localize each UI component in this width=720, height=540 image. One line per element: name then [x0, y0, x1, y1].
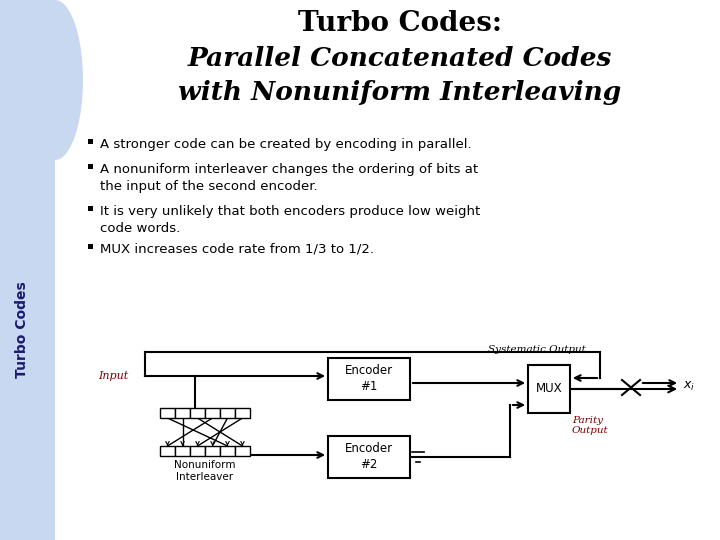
Bar: [0, 0, 55, 540]
Text: Encoder: Encoder: [345, 364, 393, 377]
Text: It is very unlikely that both encoders produce low weight
code words.: It is very unlikely that both encoders p…: [100, 205, 480, 235]
Bar: [190, 408, 205, 418]
Text: Encoder: Encoder: [345, 442, 393, 456]
Bar: [88, 139, 93, 144]
Text: #1: #1: [360, 380, 378, 393]
Bar: [220, 446, 235, 456]
Bar: [160, 408, 175, 418]
Text: Nonuniform
Interleaver: Nonuniform Interleaver: [174, 460, 235, 482]
Bar: [205, 446, 220, 456]
Bar: [88, 206, 93, 211]
Bar: [88, 164, 93, 169]
Text: MUX: MUX: [536, 382, 562, 395]
Bar: [328, 436, 410, 478]
Text: Systematic Output: Systematic Output: [488, 345, 586, 354]
Polygon shape: [55, 0, 83, 160]
Text: A nonuniform interleaver changes the ordering of bits at
the input of the second: A nonuniform interleaver changes the ord…: [100, 163, 478, 193]
Text: Turbo Codes: Turbo Codes: [15, 282, 29, 379]
Bar: [190, 446, 205, 456]
Text: Parity
Output: Parity Output: [572, 416, 608, 435]
Text: MUX increases code rate from 1/3 to 1/2.: MUX increases code rate from 1/3 to 1/2.: [100, 243, 374, 256]
Bar: [235, 446, 250, 456]
Text: Turbo Codes:: Turbo Codes:: [298, 10, 502, 37]
Bar: [175, 408, 190, 418]
Text: A stronger code can be created by encoding in parallel.: A stronger code can be created by encodi…: [100, 138, 472, 151]
Text: #2: #2: [360, 457, 378, 470]
Bar: [328, 358, 410, 400]
Bar: [220, 408, 235, 418]
Text: Parallel Concatenated Codes: Parallel Concatenated Codes: [188, 46, 612, 71]
Bar: [0, 0, 55, 540]
Bar: [175, 446, 190, 456]
Bar: [528, 365, 570, 413]
Text: Input: Input: [98, 371, 128, 381]
Ellipse shape: [0, 30, 65, 160]
Bar: [88, 244, 93, 249]
Text: $x_i$: $x_i$: [683, 380, 695, 393]
Text: with Nonuniform Interleaving: with Nonuniform Interleaving: [179, 80, 621, 105]
Bar: [160, 446, 175, 456]
Bar: [205, 408, 220, 418]
Bar: [235, 408, 250, 418]
